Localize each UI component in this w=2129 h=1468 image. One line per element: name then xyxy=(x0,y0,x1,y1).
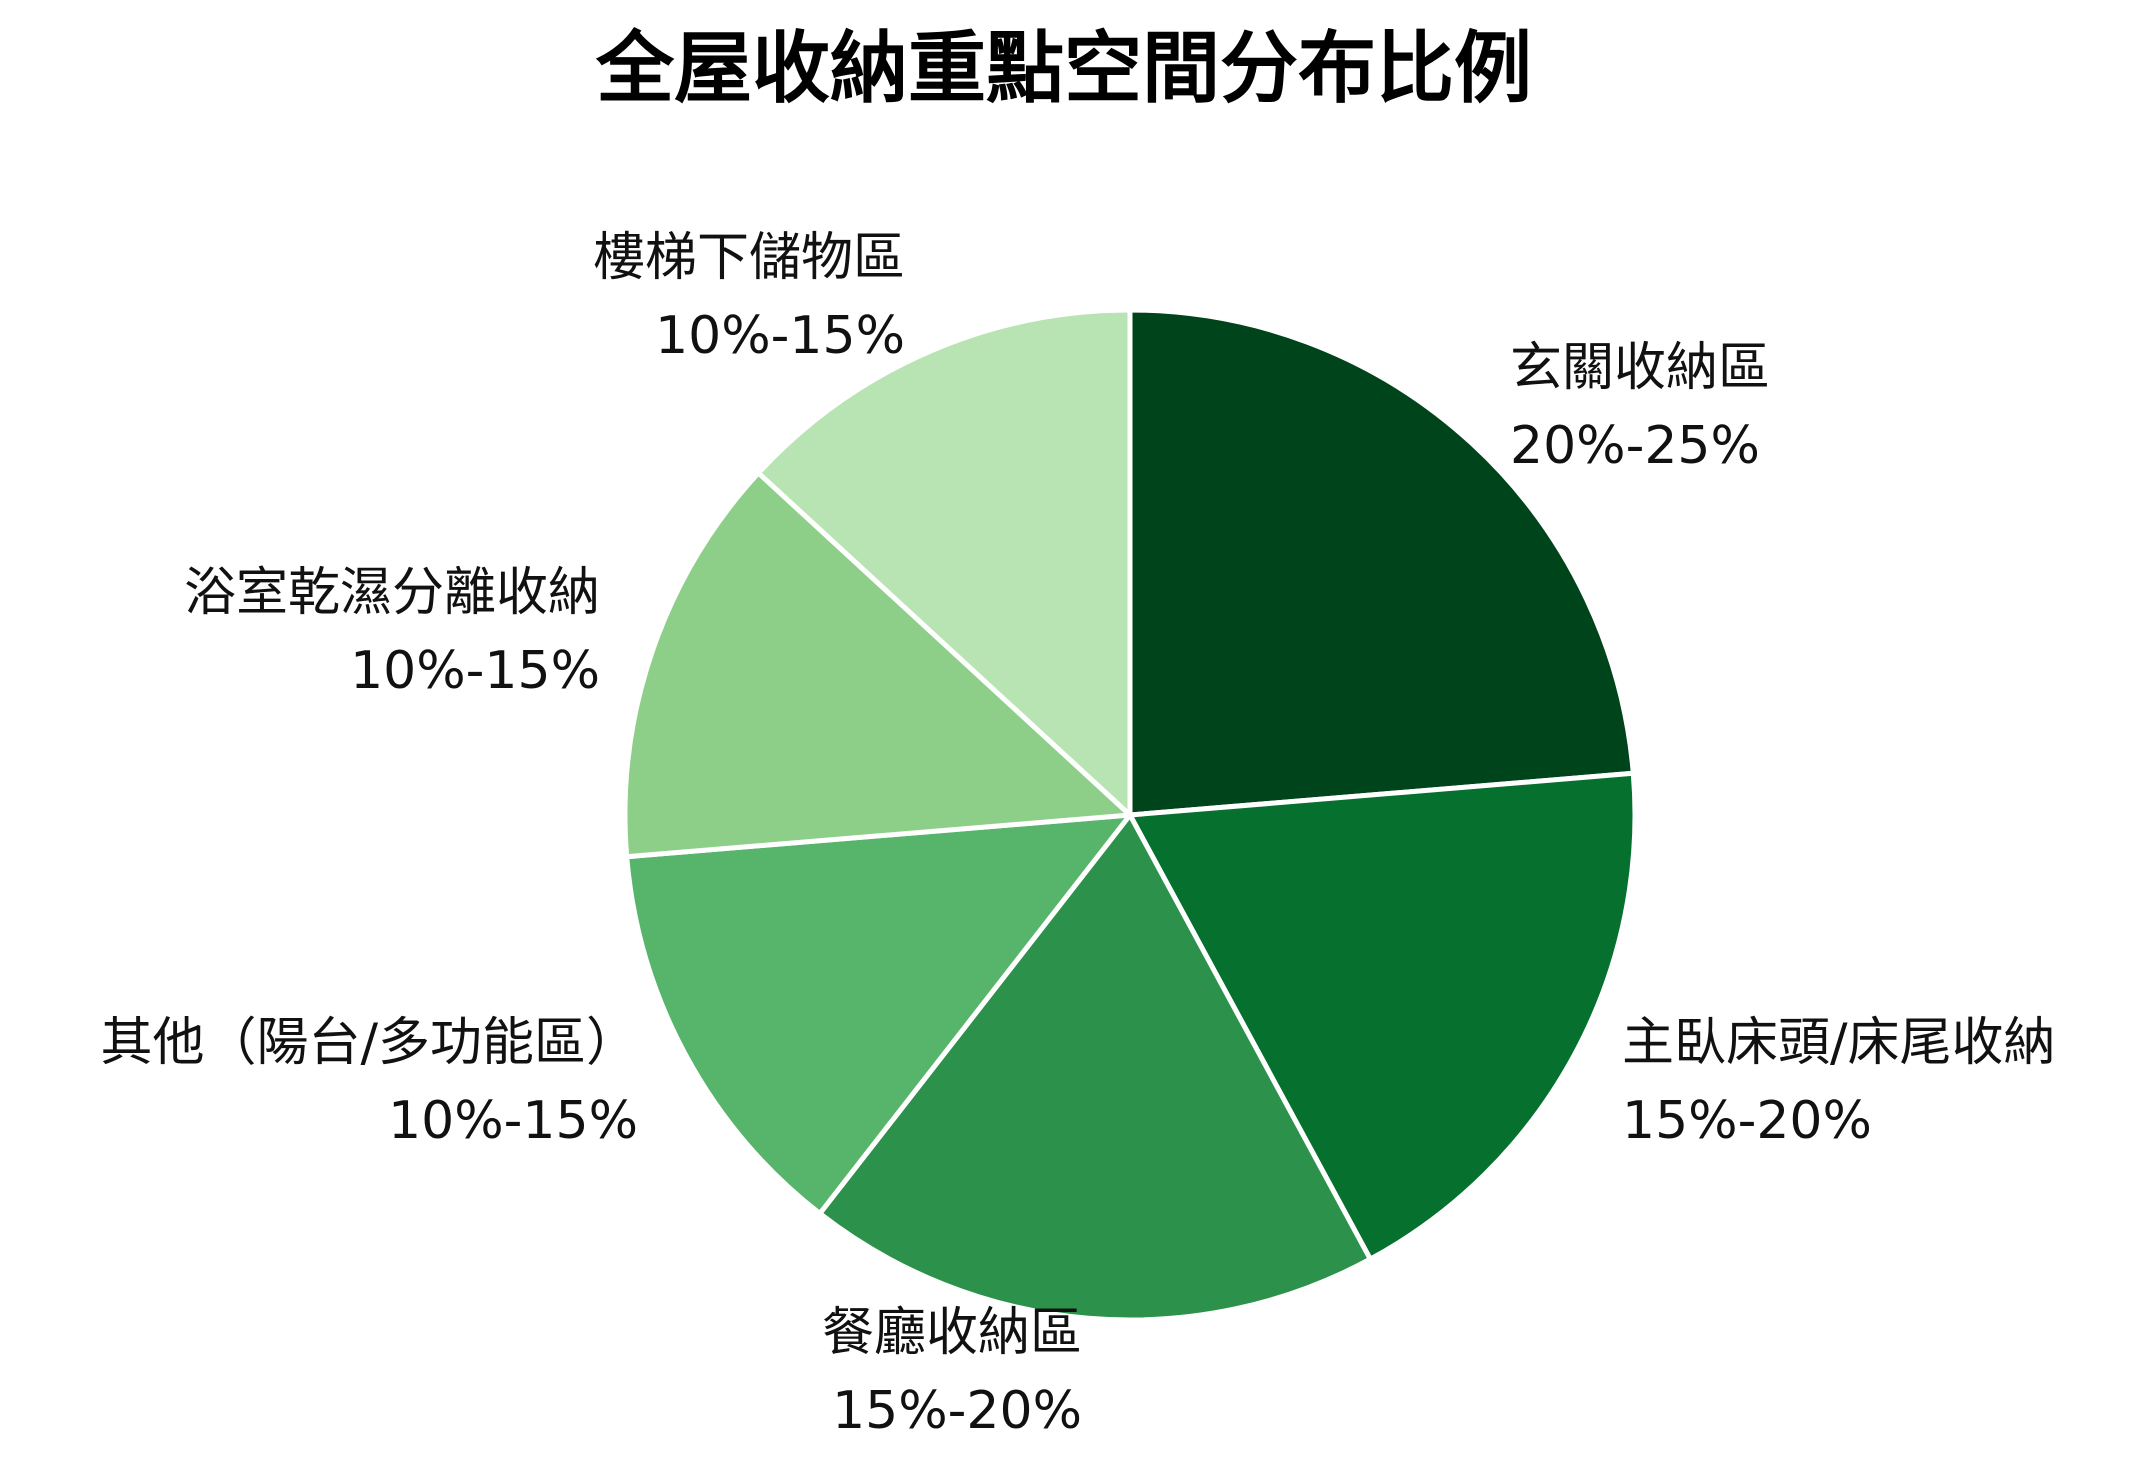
pie-slice-2 xyxy=(1127,770,1638,1262)
slice-label-5: 浴室乾濕分離收納 10%-15% xyxy=(184,563,600,701)
pie-slice-4 xyxy=(624,812,1133,1217)
slice-labels: 玄關收納區 20%-25% 主臥床頭/床尾收納 15%-20% 餐廳收納區 15%-20%… xyxy=(100,228,2055,1441)
pie-slice-6 xyxy=(755,307,1133,818)
pie-slices xyxy=(622,307,1638,1323)
slice-label-3: 餐廳收納區 15%-20% xyxy=(822,1303,1082,1441)
slice-label-1: 玄關收納區 20%-25% xyxy=(1510,338,1770,476)
slice-label-name: 其他（陽台/多功能區） xyxy=(100,1013,638,1073)
slice-label-name: 餐廳收納區 xyxy=(822,1303,1082,1363)
slice-label-value: 10%-15% xyxy=(350,641,600,701)
slice-label-value: 20%-25% xyxy=(1510,416,1760,476)
slice-label-value: 10%-15% xyxy=(388,1091,638,1151)
slice-label-value: 10%-15% xyxy=(655,306,905,366)
slice-label-value: 15%-20% xyxy=(1622,1091,1872,1151)
slice-label-6: 樓梯下儲物區 10%-15% xyxy=(593,228,905,366)
slice-label-name: 樓梯下儲物區 xyxy=(593,228,905,288)
slice-label-name: 主臥床頭/床尾收納 xyxy=(1622,1013,2056,1073)
slice-label-name: 玄關收納區 xyxy=(1510,338,1770,398)
chart-title: 全屋收納重點空間分布比例 xyxy=(595,24,1532,114)
pie-slice-5 xyxy=(622,470,1133,860)
pie-slice-1 xyxy=(1127,307,1636,818)
slice-label-name: 浴室乾濕分離收納 xyxy=(184,563,600,623)
slice-label-4: 其他（陽台/多功能區） 10%-15% xyxy=(100,1013,638,1151)
slice-label-2: 主臥床頭/床尾收納 15%-20% xyxy=(1622,1013,2056,1151)
slice-label-value: 15%-20% xyxy=(832,1381,1082,1441)
pie-slice-3 xyxy=(817,812,1373,1323)
